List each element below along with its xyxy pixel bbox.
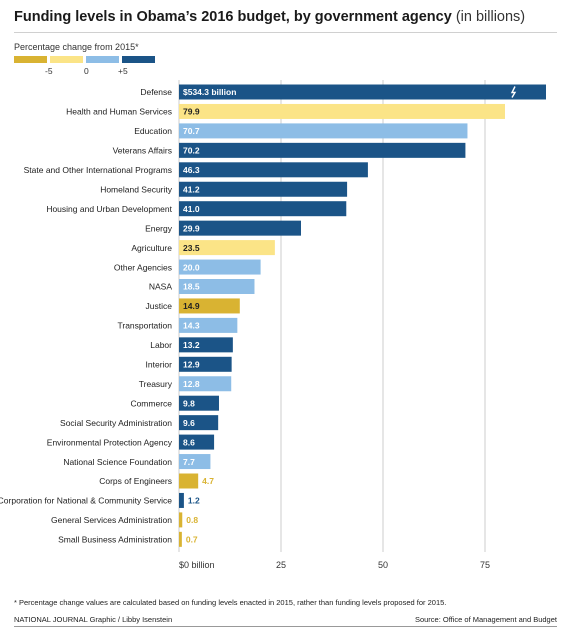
value-label: 18.5 <box>183 282 200 292</box>
category-label: NASA <box>149 282 172 292</box>
title-divider <box>14 32 557 33</box>
bar <box>179 531 182 547</box>
legend-tick-minus5: -5 <box>45 66 53 76</box>
category-label: Education <box>134 126 172 136</box>
x-tick-label: $0 billion <box>179 560 215 570</box>
value-label: 14.3 <box>183 321 200 331</box>
value-label: 29.9 <box>183 223 200 233</box>
value-label: 41.0 <box>183 204 200 214</box>
value-label: 1.2 <box>188 496 200 506</box>
footnote: * Percentage change values are calculate… <box>14 598 447 607</box>
x-tick-label: 25 <box>276 560 286 570</box>
value-label: 46.3 <box>183 165 200 175</box>
category-label: Justice <box>146 301 173 311</box>
value-label: 9.8 <box>183 398 195 408</box>
value-label: 9.6 <box>183 418 195 428</box>
value-label: 41.2 <box>183 184 200 194</box>
bar <box>179 103 505 119</box>
category-label: National Science Foundation <box>63 457 172 467</box>
legend-swatch-small-increase <box>86 56 119 63</box>
bar <box>179 142 466 158</box>
title-unit: (in billions) <box>455 9 526 25</box>
category-label: Labor <box>150 340 172 350</box>
legend-tick-plus5: +5 <box>118 66 128 76</box>
bar <box>179 162 368 178</box>
value-label: 0.7 <box>186 535 198 545</box>
legend-tick-zero: 0 <box>84 66 89 76</box>
value-label: 8.6 <box>183 437 195 447</box>
value-label: 20.0 <box>183 262 200 272</box>
value-label: 4.7 <box>202 476 214 486</box>
x-tick-label: 50 <box>378 560 388 570</box>
value-label: 7.7 <box>183 457 195 467</box>
category-label: Treasury <box>139 379 173 389</box>
legend-swatches <box>14 56 155 63</box>
category-label: Environmental Protection Agency <box>47 437 173 447</box>
bar <box>179 434 215 450</box>
legend-swatch-large-increase <box>122 56 155 63</box>
bar <box>179 317 238 333</box>
value-label: 70.7 <box>183 126 200 136</box>
bar <box>179 240 275 256</box>
bar <box>179 454 211 470</box>
value-label: 23.5 <box>183 243 200 253</box>
bar <box>179 356 232 372</box>
bar <box>179 415 219 431</box>
value-label: 12.9 <box>183 360 200 370</box>
value-label: 14.9 <box>183 301 200 311</box>
category-label: Corps of Engineers <box>99 476 172 486</box>
bar <box>179 395 219 411</box>
bar <box>179 181 348 197</box>
category-label: General Services Administration <box>51 515 172 525</box>
category-label: Commerce <box>130 398 172 408</box>
axis-break-icon <box>510 86 517 98</box>
bar <box>179 512 183 528</box>
category-label: State and Other International Programs <box>24 165 172 175</box>
bar <box>179 123 468 139</box>
bar <box>179 492 184 508</box>
bar <box>179 201 347 217</box>
x-tick-label: 75 <box>480 560 490 570</box>
category-label: Interior <box>146 360 173 370</box>
category-label: Agriculture <box>131 243 172 253</box>
value-label: 13.2 <box>183 340 200 350</box>
category-label: Small Business Administration <box>58 535 172 545</box>
category-label: Health and Human Services <box>66 107 172 117</box>
title-main: Funding levels in Obama’s 2016 budget, b… <box>14 9 452 25</box>
value-label: $534.3 billion <box>183 87 236 97</box>
bar <box>179 376 232 392</box>
bar <box>179 337 233 353</box>
legend-swatch-small-decrease <box>50 56 83 63</box>
bar <box>179 279 255 294</box>
value-label: 79.9 <box>183 107 200 117</box>
category-label: Corporation for National & Community Ser… <box>0 496 172 506</box>
legend-title: Percentage change from 2015* <box>14 42 139 52</box>
category-label: Homeland Security <box>100 184 173 194</box>
category-label: Social Security Administration <box>60 418 172 428</box>
graphic-credit: NATIONAL JOURNAL Graphic / Libby Isenste… <box>14 615 173 624</box>
bar <box>179 84 546 100</box>
category-label: Housing and Urban Development <box>46 204 172 214</box>
category-label: Energy <box>145 223 173 233</box>
footer-divider <box>14 626 557 627</box>
source-credit: Source: Office of Management and Budget <box>414 615 557 624</box>
category-label: Defense <box>140 87 172 97</box>
category-label: Transportation <box>118 321 173 331</box>
value-label: 12.8 <box>183 379 200 389</box>
legend-swatch-large-decrease <box>14 56 47 63</box>
category-label: Veterans Affairs <box>113 146 172 156</box>
bar <box>179 220 301 236</box>
bar <box>179 473 199 489</box>
bar <box>179 259 261 275</box>
category-label: Other Agencies <box>114 262 172 272</box>
chart-title: Funding levels in Obama’s 2016 budget, b… <box>14 9 525 25</box>
bar <box>179 298 240 314</box>
value-label: 0.8 <box>186 515 198 525</box>
value-label: 70.2 <box>183 146 200 156</box>
